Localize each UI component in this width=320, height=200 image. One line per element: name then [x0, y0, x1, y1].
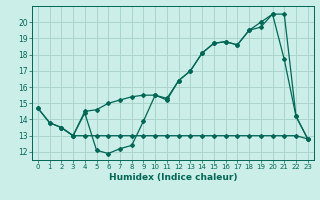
X-axis label: Humidex (Indice chaleur): Humidex (Indice chaleur) [108, 173, 237, 182]
